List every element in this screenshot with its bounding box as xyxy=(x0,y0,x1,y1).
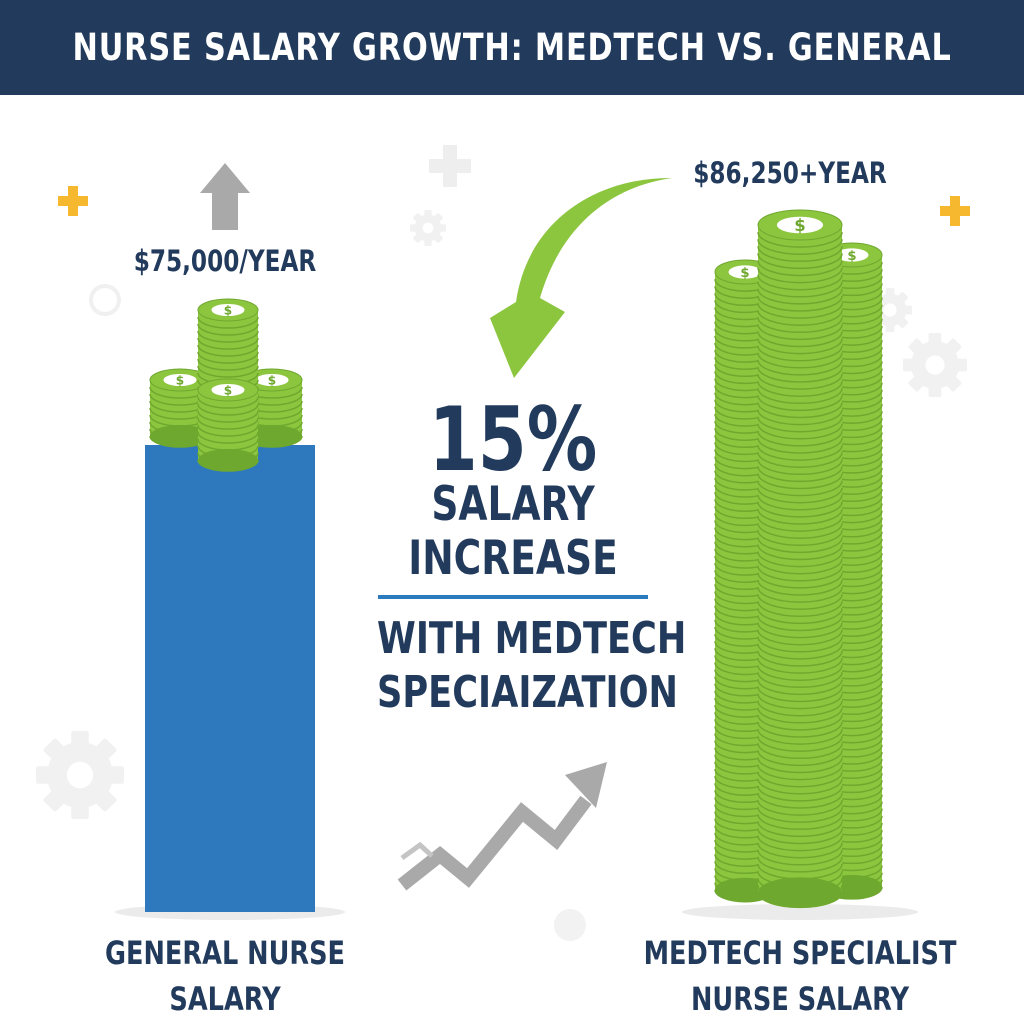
specialist-salary-coins: $ $ $ xyxy=(714,209,883,909)
coin-stack: $ xyxy=(757,209,843,909)
coin-stack: $ xyxy=(197,378,259,472)
dollar-icon: $ xyxy=(224,383,232,397)
increase-label: SALARY INCREASE xyxy=(393,478,633,586)
plus-icon xyxy=(58,186,88,216)
up-arrow-icon xyxy=(200,163,250,230)
dollar-icon: $ xyxy=(847,249,856,264)
dollar-icon: $ xyxy=(268,373,276,387)
general-salary-coins: $ $ $ $ xyxy=(149,298,303,472)
general-salary-value: $75,000/YEAR xyxy=(133,244,317,278)
specialist-salary-label: MEDTECH SPECIALIST NURSE SALARY xyxy=(640,930,960,1022)
dollar-icon: $ xyxy=(740,266,749,281)
general-salary-label: GENERAL NURSE SALARY xyxy=(105,930,345,1022)
specialist-salary-value: $86,250+YEAR xyxy=(693,156,887,190)
gear-icon xyxy=(410,210,446,246)
divider-line xyxy=(378,595,648,599)
trend-arrow-icon xyxy=(397,762,607,891)
dollar-icon: $ xyxy=(224,303,232,317)
general-salary-label-line2: SALARY xyxy=(169,980,281,1018)
increase-label-line2: INCREASE xyxy=(408,531,618,586)
specialization-label: WITH MEDTECH SPECIAIZATION xyxy=(377,612,687,720)
header-bar: NURSE SALARY GROWTH: MEDTECH VS. GENERAL xyxy=(0,0,1024,95)
specialist-salary-label-line2: NURSE SALARY xyxy=(691,980,909,1018)
increase-percent: 15% xyxy=(428,388,598,491)
circle-decoration xyxy=(554,909,586,941)
circle-decoration xyxy=(89,284,121,316)
general-salary-label-line1: GENERAL NURSE xyxy=(105,934,346,972)
increase-label-line1: SALARY xyxy=(431,477,595,532)
specialist-salary-label-line1: MEDTECH SPECIALIST xyxy=(643,934,957,972)
gear-icon xyxy=(903,333,967,397)
curved-arrow-icon xyxy=(490,177,672,378)
plus-icon xyxy=(429,145,471,187)
specialization-label-line2: SPECIAIZATION xyxy=(377,667,678,718)
dollar-icon: $ xyxy=(794,216,805,235)
general-salary-bar xyxy=(145,445,315,912)
page-title: NURSE SALARY GROWTH: MEDTECH VS. GENERAL xyxy=(72,26,952,69)
gear-icon xyxy=(36,731,124,819)
plus-icon xyxy=(940,196,970,226)
dollar-icon: $ xyxy=(176,373,184,387)
specialization-label-line1: WITH MEDTECH xyxy=(377,613,687,664)
